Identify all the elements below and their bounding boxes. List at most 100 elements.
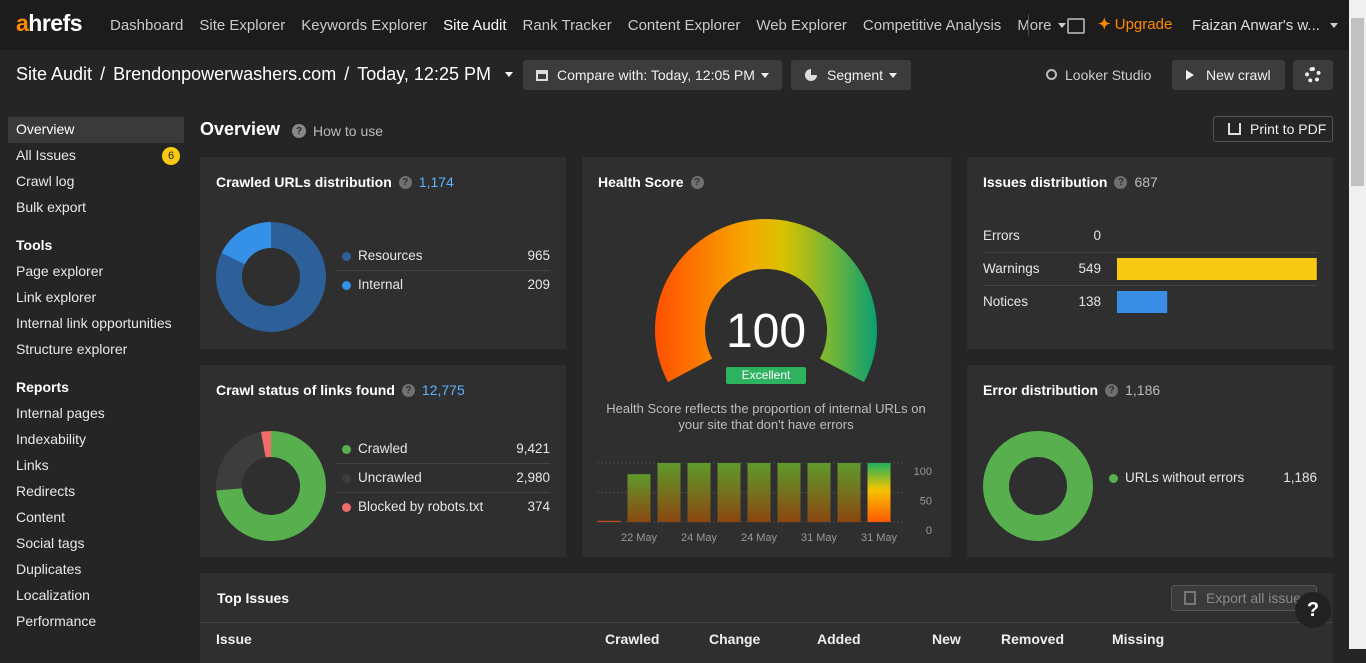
nav-item[interactable]: Competitive Analysis — [862, 16, 1002, 34]
badge: 6 — [162, 147, 180, 165]
sidebar-item[interactable]: Content — [16, 509, 66, 525]
column-header[interactable]: Added — [817, 631, 861, 647]
legend-name[interactable]: Internal — [358, 277, 404, 292]
new-crawl-button[interactable]: New crawl — [1172, 60, 1285, 90]
legend-value[interactable]: 2,980 — [516, 470, 550, 485]
column-header[interactable]: Issue — [216, 631, 252, 647]
bar — [807, 463, 831, 522]
sidebar-item[interactable]: Structure explorer — [16, 341, 128, 357]
sidebar-item[interactable]: Page explorer — [16, 263, 104, 279]
nav-item[interactable]: Site Audit — [443, 16, 507, 34]
help-icon[interactable]: ? — [1105, 383, 1119, 397]
sidebar-item[interactable]: Social tags — [16, 535, 85, 551]
bar — [687, 463, 711, 522]
legend-value[interactable]: 965 — [527, 248, 550, 263]
how-to-text: How to use — [313, 123, 384, 139]
y-tick-label: 100 — [914, 466, 932, 478]
legend-value[interactable]: 1,186 — [1283, 470, 1317, 485]
bar — [627, 474, 651, 522]
column-header[interactable]: New — [932, 631, 961, 647]
sidebar-item[interactable]: Internal link opportunities — [16, 315, 172, 331]
gauge-arc — [655, 219, 877, 383]
sidebar-item[interactable]: Link explorer — [16, 289, 97, 305]
help-icon: ? — [292, 124, 306, 138]
nav-item[interactable]: Dashboard — [110, 16, 184, 34]
sidebar-item[interactable]: Bulk export — [16, 199, 87, 215]
caret[interactable] — [504, 72, 513, 77]
card-total: 1,186 — [1125, 382, 1161, 398]
crumb[interactable]: Brendonpowerwashers.com — [113, 64, 337, 84]
compare-button[interactable]: Compare with: Today, 12:05 PM — [523, 60, 782, 90]
legend-value[interactable]: 374 — [527, 499, 550, 514]
account[interactable]: Faizan Anwar's w... — [1192, 17, 1320, 34]
sidebar-item[interactable]: Localization — [16, 587, 90, 603]
nav-item[interactable]: Content Explorer — [627, 16, 741, 34]
print-pdf-button[interactable]: Print to PDF — [1213, 116, 1333, 142]
looker-studio[interactable]: Looker Studio — [1046, 67, 1151, 83]
nav-item[interactable]: Site Explorer — [199, 16, 286, 34]
page: Site Audit Overview { "nav": {"logo": "a… — [8, 0, 1366, 649]
legend-separator — [337, 463, 550, 464]
crumb[interactable]: Today, 12:25 PM — [357, 64, 491, 84]
export-button[interactable]: Export all issues — [1171, 585, 1317, 611]
settings-button[interactable] — [1293, 60, 1333, 90]
column-header[interactable]: Removed — [1001, 631, 1065, 647]
sidebar-item[interactable]: Crawl log — [16, 173, 75, 189]
legend-name[interactable]: Blocked by robots.txt — [358, 499, 484, 514]
card-total[interactable]: 1,174 — [418, 174, 454, 190]
legend-name[interactable]: Uncrawled — [358, 470, 422, 485]
y-tick-label: 50 — [920, 496, 932, 508]
segment-text: Segment — [827, 67, 884, 83]
sidebar-item[interactable]: Overview — [16, 121, 75, 137]
inbox-icon[interactable] — [1067, 18, 1085, 34]
donut-segment — [221, 222, 271, 265]
scrollbar-thumb[interactable] — [1351, 18, 1364, 186]
column-header[interactable]: Missing — [1112, 631, 1165, 647]
card-total[interactable]: 12,775 — [421, 382, 465, 398]
sidebar-item[interactable]: Indexability — [16, 431, 87, 447]
page-title: Overview — [200, 119, 281, 139]
sidebar-item[interactable]: All Issues — [16, 147, 76, 163]
help-icon[interactable]: ? — [1114, 175, 1128, 189]
sidebar-item[interactable]: Internal pages — [16, 405, 105, 421]
export-text: Export all issues — [1206, 590, 1308, 606]
issue-count[interactable]: 549 — [1078, 261, 1101, 276]
nav-item[interactable]: More — [1017, 17, 1066, 34]
column-header[interactable]: Crawled — [605, 631, 660, 647]
help-button[interactable]: ? — [1295, 592, 1331, 628]
sidebar-item[interactable]: Links — [16, 457, 49, 473]
segment-button[interactable]: Segment — [791, 60, 911, 90]
calendar-icon — [536, 69, 548, 81]
crumb[interactable]: Site Audit — [16, 64, 93, 84]
how-to-use[interactable]: ? How to use — [292, 123, 383, 139]
upgrade[interactable]: ✦ Upgrade — [1098, 15, 1172, 33]
account-caret[interactable] — [1330, 23, 1338, 28]
column-header[interactable]: Change — [709, 631, 761, 647]
help-icon[interactable]: ? — [398, 175, 412, 189]
caret — [1057, 23, 1066, 29]
nav-item[interactable]: Web Explorer — [756, 16, 847, 34]
legend-value[interactable]: 209 — [527, 277, 550, 292]
x-tick-label: 24 May — [741, 532, 778, 544]
row-separator — [983, 252, 1317, 253]
issue-bar — [1117, 258, 1317, 280]
nav-item[interactable]: Keywords Explorer — [301, 16, 428, 34]
issue-count[interactable]: 138 — [1078, 294, 1101, 309]
nav-item[interactable]: Rank Tracker — [522, 16, 612, 34]
legend-name[interactable]: Resources — [358, 248, 423, 263]
sidebar-item[interactable]: Redirects — [16, 483, 76, 499]
help-icon[interactable]: ? — [401, 383, 415, 397]
gear-icon — [1305, 67, 1321, 83]
legend-value[interactable]: 9,421 — [516, 441, 550, 456]
logo[interactable]: ahrefs — [16, 10, 83, 36]
sidebar-item[interactable]: Duplicates — [16, 561, 82, 577]
issue-count[interactable]: 0 — [1093, 228, 1101, 243]
legend-name[interactable]: Crawled — [358, 441, 408, 456]
legend-dot — [1109, 474, 1118, 483]
sidebar-item[interactable]: Performance — [16, 613, 97, 629]
legend-name[interactable]: URLs without errors — [1125, 470, 1245, 485]
help-icon[interactable]: ? — [690, 175, 704, 189]
play-icon — [1186, 70, 1194, 80]
legend-dot — [342, 281, 351, 290]
print-text: Print to PDF — [1250, 121, 1327, 137]
